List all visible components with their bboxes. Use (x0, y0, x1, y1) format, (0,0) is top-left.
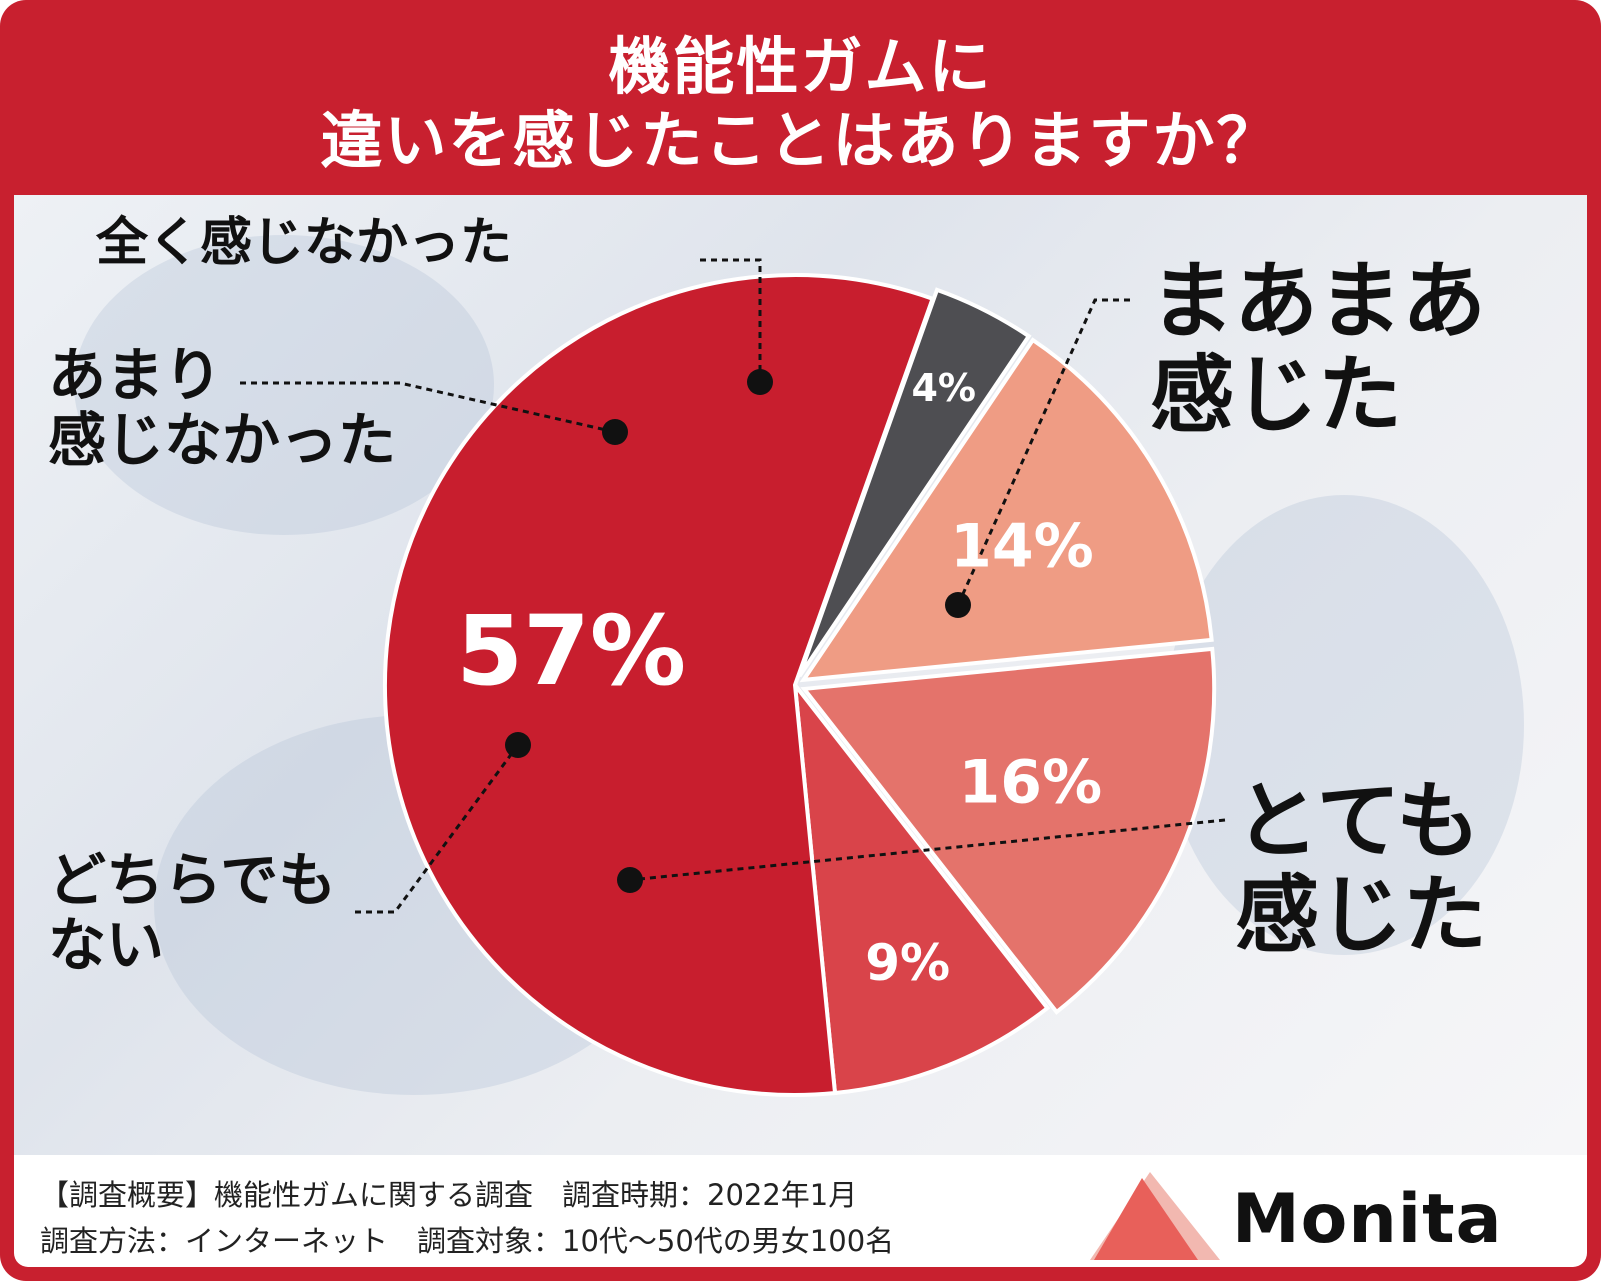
slice-category-label: 全く感じなかった (95, 213, 512, 273)
chart-title-line1: 機能性ガムに (608, 30, 993, 103)
leader-dot (602, 419, 628, 445)
background-gum-blur (74, 235, 494, 535)
leader-dot (945, 592, 971, 618)
slice-category-label: どちらでもない (48, 846, 336, 979)
survey-summary-line2: 調査方法：インターネット 調査対象：10代〜50代の男女100名 (40, 1224, 895, 1258)
pie-slice (800, 646, 1217, 1015)
leader-line (700, 258, 762, 382)
monita-logo-text: Monita (1232, 1180, 1503, 1259)
pie-slice (792, 678, 1051, 1096)
leader-line (629, 818, 1226, 882)
leader-dot (617, 867, 643, 893)
slice-category-label: まあまあ感じた (1150, 252, 1486, 444)
slice-value-label: 4% (911, 366, 976, 410)
leader-line (956, 298, 1130, 606)
leader-dot (747, 369, 773, 395)
slice-value-label: 14% (950, 511, 1094, 581)
leader-lines (240, 258, 1226, 914)
leader-line (240, 381, 616, 434)
slice-value-label: 57% (456, 595, 686, 707)
leader-dot (505, 732, 531, 758)
survey-summary-line1: 【調査概要】機能性ガムに関する調査 調査時期：2022年1月 (40, 1178, 858, 1212)
slice-category-label: とても感じた (1235, 772, 1487, 964)
pie-slice (799, 337, 1214, 683)
slice-value-label: 16% (958, 747, 1102, 817)
slice-category-label: あまり感じなかった (48, 341, 396, 474)
chart-title-line2: 違いを感じたことはありますか？ (320, 104, 1281, 177)
pie-slice (797, 287, 1032, 678)
slice-value-label: 9% (865, 934, 950, 992)
pie-slices (382, 273, 1217, 1097)
footer (14, 1155, 1587, 1267)
background-gum-blur (1164, 495, 1524, 955)
pie-slice (382, 273, 936, 1097)
value-labels: 9% 57% 4% 14% 16% (456, 366, 1102, 992)
leader-line (355, 744, 520, 914)
monita-logo-icon (1090, 1172, 1220, 1260)
